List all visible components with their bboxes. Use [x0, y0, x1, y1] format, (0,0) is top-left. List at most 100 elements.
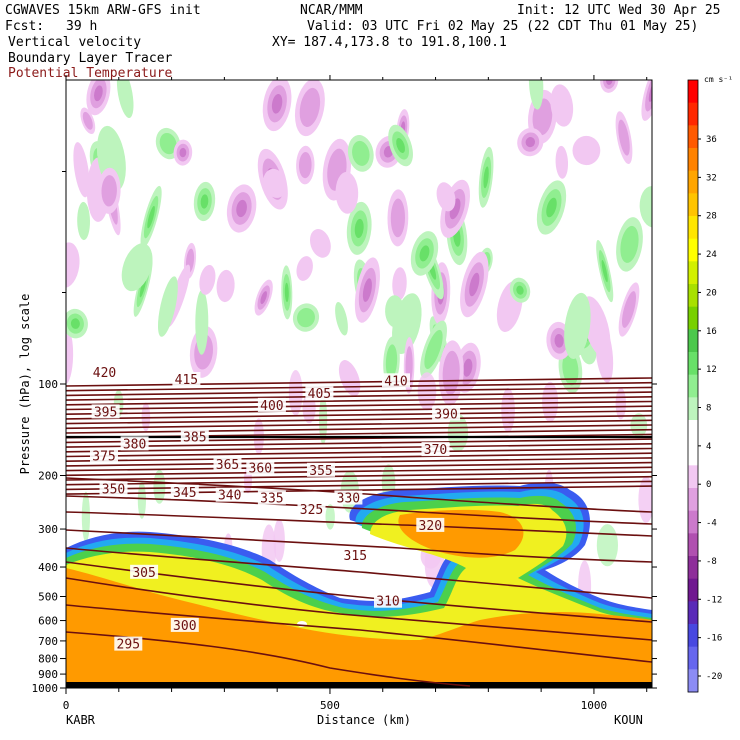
- x-axis: 0 500 1000: [63, 75, 648, 712]
- velocity-patch: [297, 307, 315, 328]
- colorbar-swatch: [688, 556, 698, 580]
- theta-contour: [66, 471, 652, 481]
- velocity-patch: [555, 145, 569, 179]
- theta-label: 295: [117, 638, 140, 653]
- colorbar-label: 12: [706, 365, 717, 375]
- theta-label: 335: [260, 492, 283, 507]
- header-field-2: Boundary Layer Tracer: [8, 51, 173, 66]
- y-tick-label: 700: [38, 635, 58, 648]
- velocity-patch: [469, 272, 480, 297]
- theta-contour: [66, 377, 652, 387]
- x-axis-label: Distance (km): [317, 713, 411, 727]
- header-fcst-label: Fcst:: [5, 19, 45, 34]
- velocity-patch: [284, 282, 289, 303]
- velocity-patch: [121, 243, 153, 292]
- velocity-patch: [66, 242, 80, 288]
- y-tick-label: 400: [38, 561, 58, 574]
- velocity-patch: [362, 278, 372, 302]
- header-model: CGWAVES 15km ARW-GFS init: [5, 3, 201, 18]
- velocity-patch: [620, 225, 639, 263]
- theta-label: 420: [93, 366, 116, 381]
- velocity-patch: [82, 111, 93, 130]
- theta-label: 385: [183, 431, 206, 446]
- velocity-patch: [296, 256, 313, 281]
- colorbar-swatch: [688, 238, 698, 262]
- velocity-patch: [236, 199, 247, 218]
- velocity-patch: [116, 80, 134, 119]
- colorbar-label: -8: [706, 557, 717, 567]
- theta-label: 405: [308, 387, 331, 402]
- theta-contour: [66, 419, 652, 430]
- velocity-patch: [648, 80, 652, 102]
- theta-contour: [66, 577, 652, 641]
- theta-contour: [66, 511, 652, 537]
- velocity-patch: [73, 142, 90, 198]
- theta-label-bg: [213, 457, 242, 472]
- colorbar-swatch: [688, 216, 698, 240]
- colorbar-swatch: [688, 646, 698, 670]
- theta-contour: [66, 405, 652, 415]
- theta-label-bg: [334, 490, 363, 505]
- velocity-patch: [335, 301, 348, 336]
- theta-contour: [66, 477, 652, 513]
- x-tick-label: 0: [63, 699, 70, 712]
- header-field-1: Vertical velocity: [8, 35, 142, 50]
- theta-label-bg: [215, 487, 244, 502]
- velocity-patch: [396, 138, 406, 153]
- velocity-patch: [199, 264, 216, 295]
- theta-label-bg: [170, 617, 199, 632]
- colorbar: 36 32 28 24 20 16 12 8 4 0 -4 -8 -12 -16 -20: [687, 79, 722, 693]
- x-endpoint-right: KOUN: [614, 713, 643, 727]
- theta-label-bg: [130, 564, 159, 579]
- header-org: NCAR/MMM: [300, 3, 363, 18]
- velocity-patch: [424, 329, 443, 369]
- velocity-patch: [516, 285, 524, 295]
- velocity-patch: [546, 197, 557, 218]
- colorbar-swatch: [688, 80, 698, 104]
- theta-label: 370: [424, 443, 447, 458]
- velocity-patch: [77, 201, 91, 241]
- velocity-patch: [564, 292, 591, 359]
- velocity-patch: [159, 132, 177, 155]
- theta-contour: [66, 433, 652, 444]
- velocity-patch: [392, 267, 407, 301]
- boundary-layer-tracer-field: [66, 482, 652, 688]
- colorbar-label: 32: [706, 173, 717, 183]
- y-tick-label: 900: [38, 668, 58, 681]
- theta-label-bg: [90, 365, 119, 379]
- velocity-patch: [263, 168, 287, 198]
- velocity-patch: [137, 481, 146, 519]
- theta-label: 355: [309, 464, 332, 479]
- theta-contour: [66, 631, 471, 687]
- velocity-patch: [638, 476, 652, 523]
- surface-strip: [66, 682, 652, 688]
- theta-contour: [66, 547, 652, 599]
- theta-label-bg: [246, 460, 275, 475]
- velocity-patch: [195, 289, 209, 355]
- velocity-patch: [101, 175, 117, 207]
- theta-label-bg: [374, 593, 402, 608]
- colorbar-swatch: [688, 397, 698, 421]
- theta-label: 345: [173, 486, 196, 501]
- theta-label-bg: [91, 404, 120, 419]
- colorbar-label: -20: [706, 672, 722, 682]
- theta-contour: [66, 452, 652, 462]
- y-tick-label: 1000: [32, 682, 59, 695]
- y-tick-label: 800: [38, 653, 58, 666]
- colorbar-swatch: [688, 420, 698, 444]
- theta-contour: [66, 461, 652, 472]
- theta-label: 415: [175, 373, 198, 388]
- theta-label: 360: [249, 462, 272, 477]
- theta-labels: 420 415 410 405 400 395 390 385 380 375 370 365 360 3…: [90, 365, 461, 653]
- colorbar-label: 20: [706, 288, 717, 298]
- theta-label: 365: [216, 458, 239, 473]
- colorbar-swatch: [688, 148, 698, 172]
- x-endpoint-left: KABR: [66, 713, 96, 727]
- theta-contour: [66, 457, 652, 467]
- theta-label: 380: [123, 437, 146, 452]
- velocity-patch: [157, 276, 178, 337]
- theta-label-bg: [90, 448, 118, 463]
- theta-label: 305: [132, 566, 155, 581]
